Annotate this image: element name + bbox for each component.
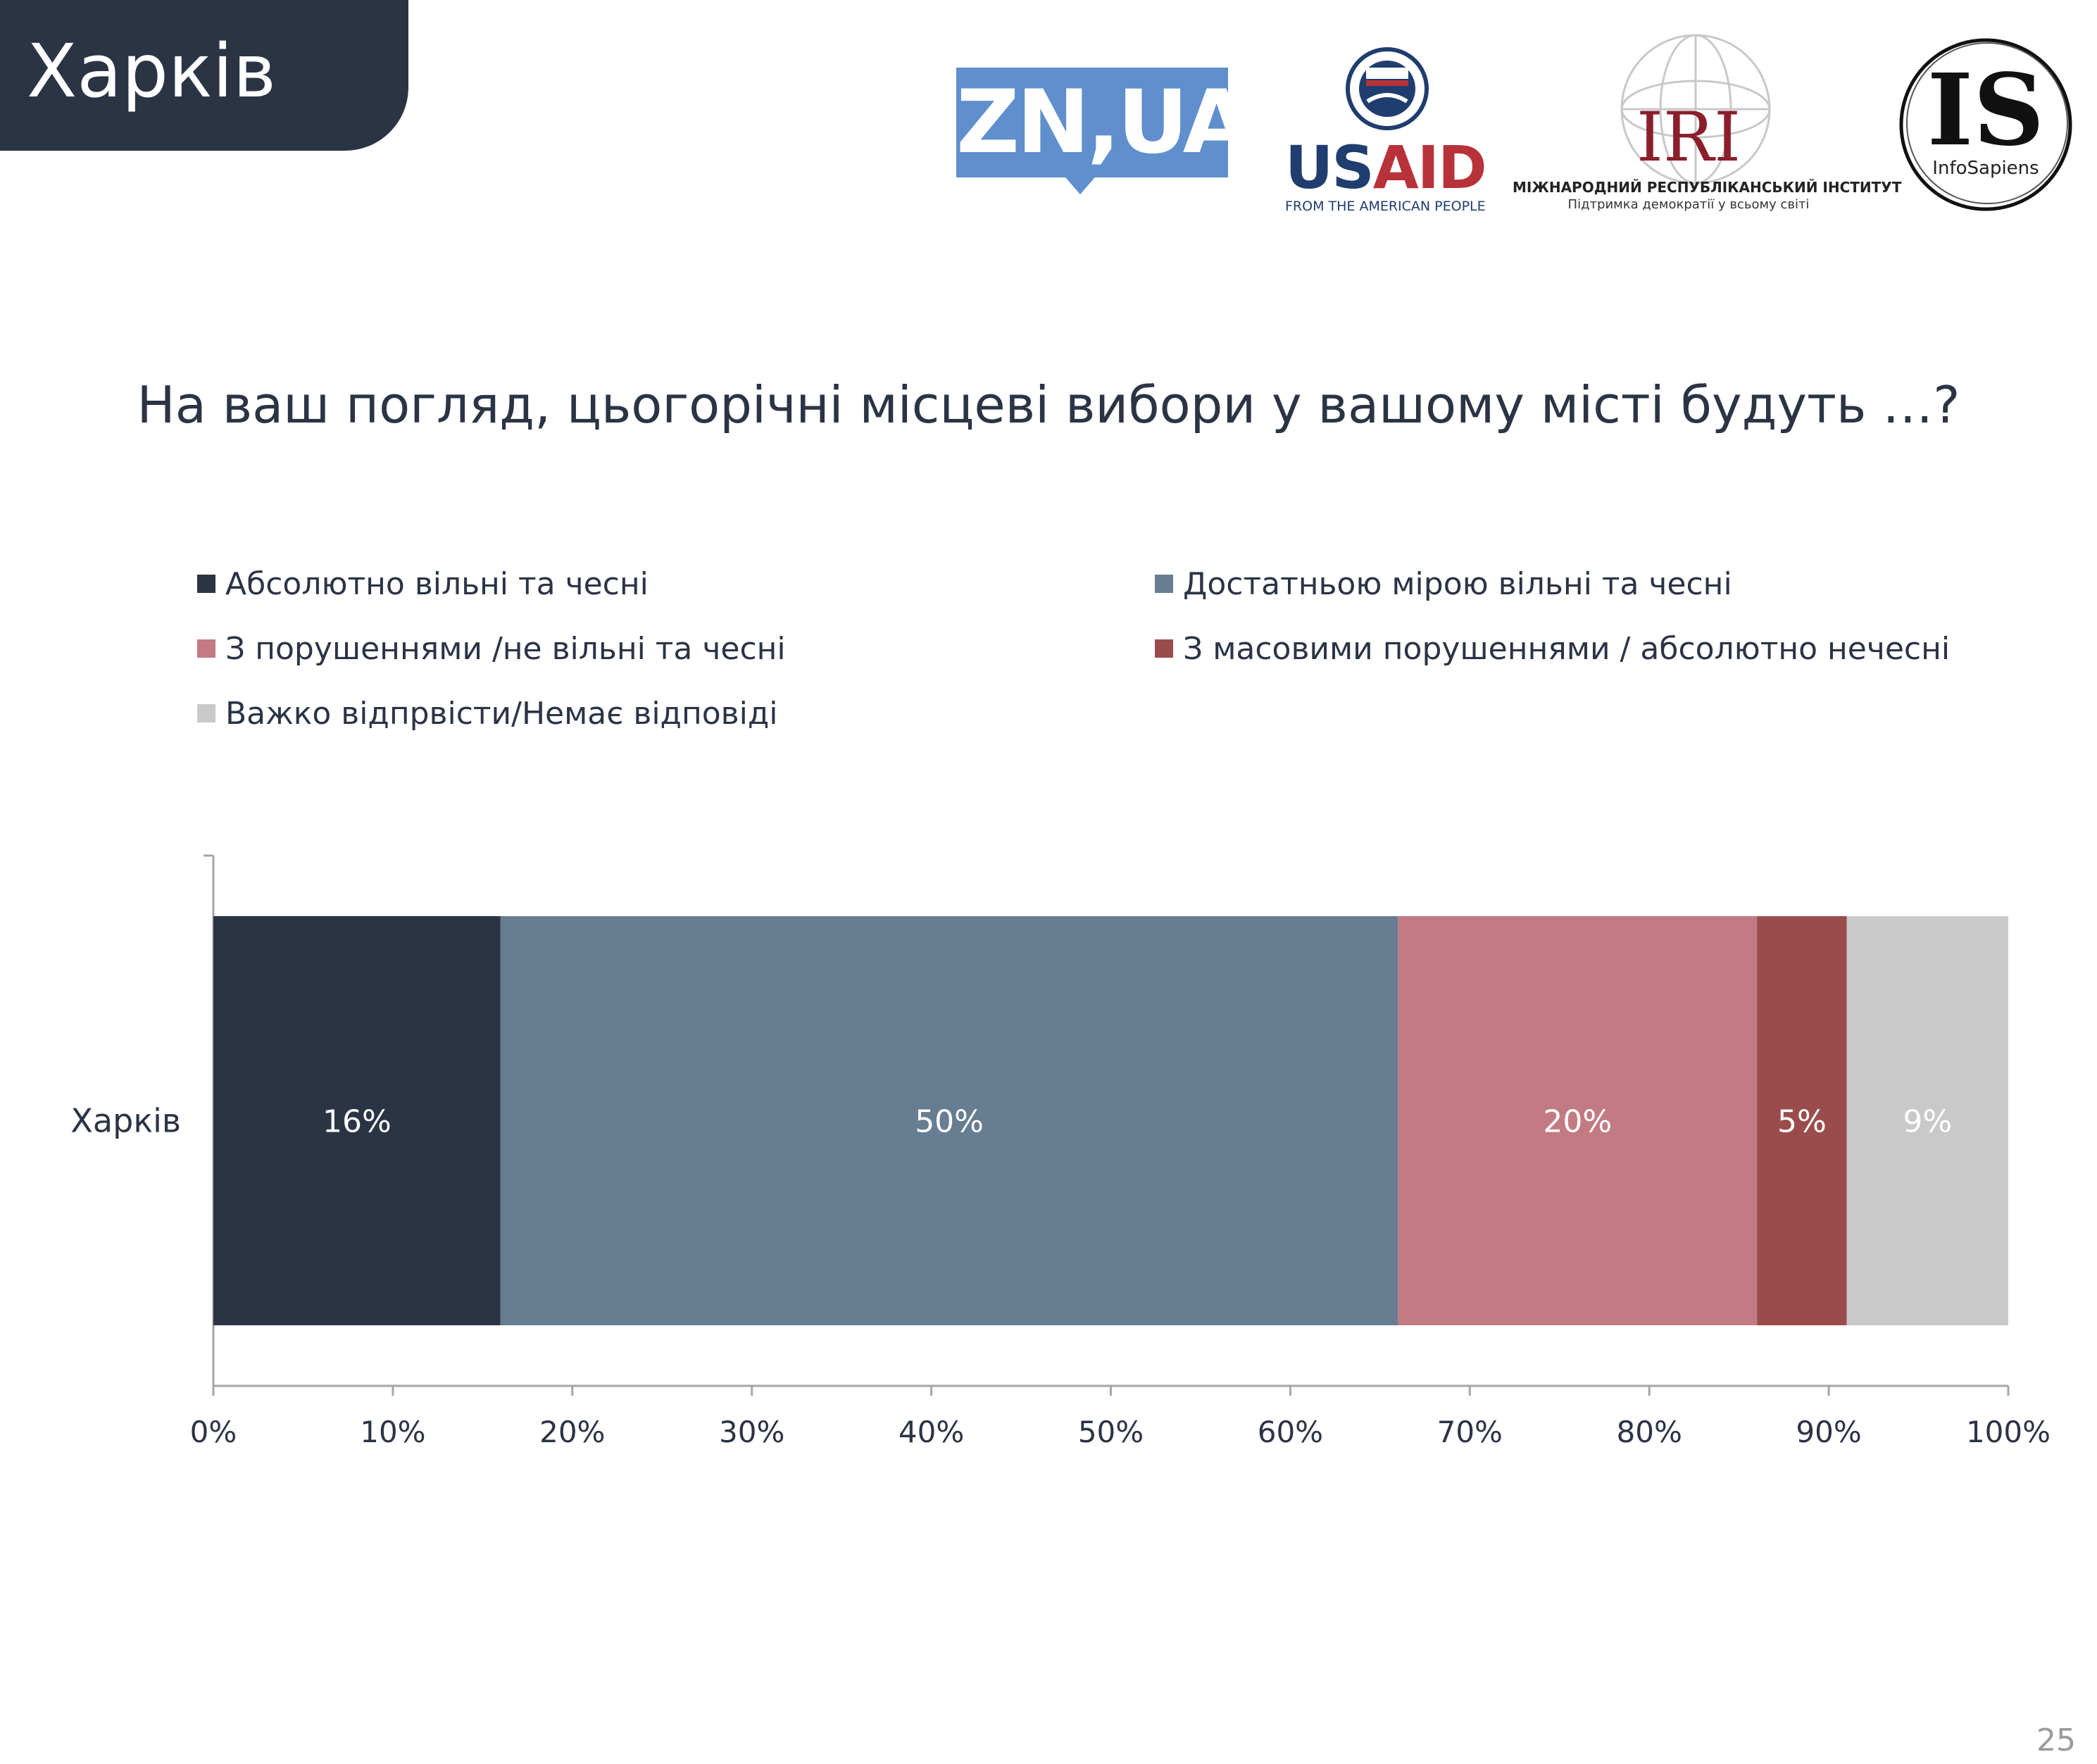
city-tab: Харків — [0, 0, 408, 151]
iri-slogan-line: Підтримка демократії у всьому світі — [1567, 197, 1810, 212]
globe-icon — [1620, 34, 1771, 184]
usaid-tagline: FROM THE AMERICAN PEOPLE — [1285, 199, 1486, 214]
bar-segment-4 — [1757, 916, 1847, 1325]
bar-segment-5 — [1846, 916, 2008, 1325]
legend-label: Абсолютно вільні та чесні — [225, 565, 649, 602]
usaid-logo: USAID FROM THE AMERICAN PEOPLE — [1285, 46, 1487, 223]
legend-swatch — [1155, 575, 1173, 593]
bar-data-label: 16% — [323, 1104, 392, 1140]
category-label: Харків — [70, 1102, 181, 1140]
bar-data-label: 9% — [1903, 1104, 1952, 1140]
x-tick-label: 30% — [719, 1415, 784, 1449]
x-tick-label: 60% — [1258, 1415, 1323, 1449]
chart-title: На ваш погляд, цьогорічні місцеві вибори… — [137, 375, 1960, 434]
x-tick-label: 70% — [1437, 1415, 1503, 1449]
legend-item-with-violations: З порушеннями /не вільні та чесні — [197, 624, 786, 673]
legend-label: Достатньою мірою вільні та чесні — [1183, 565, 1732, 602]
legend-item-sufficiently-free: Достатньою мірою вільні та чесні — [1155, 559, 1732, 608]
legend-label: З масовими порушеннями / абсолютно нечес… — [1183, 630, 1951, 667]
x-tick-label: 0% — [190, 1415, 237, 1449]
bar-segment-2 — [500, 916, 1398, 1325]
x-tick-label: 40% — [899, 1415, 964, 1449]
infosapiens-logo: IS InfoSapiens — [1897, 32, 2074, 217]
x-tick-label: 20% — [539, 1415, 605, 1449]
legend-swatch — [197, 639, 215, 658]
legend-item-mass-violations: З масовими порушеннями / абсолютно нечес… — [1155, 624, 1950, 673]
city-tab-label: Харків — [27, 28, 276, 114]
x-tick-label: 50% — [1078, 1415, 1144, 1449]
bar-data-label: 50% — [915, 1104, 984, 1140]
bar-data-label: 20% — [1543, 1104, 1612, 1140]
x-tick-label: 80% — [1617, 1415, 1682, 1449]
x-tick-label: 90% — [1796, 1415, 1861, 1449]
legend-label: З порушеннями /не вільні та чесні — [225, 630, 786, 667]
bar-data-label: 5% — [1777, 1104, 1827, 1140]
x-tick-label: 10% — [360, 1415, 425, 1449]
iri-name-line: МІЖНАРОДНИЙ РЕСПУБЛІКАНСЬКИЙ ІНСТИТУТ — [1513, 179, 1902, 196]
zn-ua-logo: ZN,UA — [956, 68, 1251, 196]
page-number: 25 — [2036, 1722, 2076, 1758]
infosapiens-letters: IS — [1927, 53, 2045, 168]
legend-label: Важко відпрвісти/Немає відповіді — [225, 695, 778, 732]
bar-segment-3 — [1398, 916, 1758, 1325]
legend-item-hard-to-say: Важко відпрвісти/Немає відповіді — [197, 689, 777, 738]
bar-segment-1 — [213, 916, 501, 1325]
legend-swatch — [197, 575, 215, 593]
infosapiens-ring-icon — [1899, 38, 2072, 211]
zn-ua-logo-text: ZN,UA — [956, 72, 1251, 173]
legend-item-absolutely-free: Абсолютно вільні та чесні — [197, 559, 649, 608]
iri-logo: IRI МІЖНАРОДНИЙ РЕСПУБЛІКАНСЬКИЙ ІНСТИТУ… — [1513, 28, 1902, 218]
iri-wordmark: IRI — [1636, 98, 1741, 177]
infosapiens-name: InfoSapiens — [1932, 158, 2039, 179]
legend-swatch — [1155, 639, 1173, 658]
x-tick-label: 100% — [1966, 1415, 2051, 1449]
usaid-wordmark: USAID — [1285, 133, 1487, 202]
usaid-seal-icon — [1346, 47, 1429, 130]
legend-swatch — [197, 704, 215, 723]
